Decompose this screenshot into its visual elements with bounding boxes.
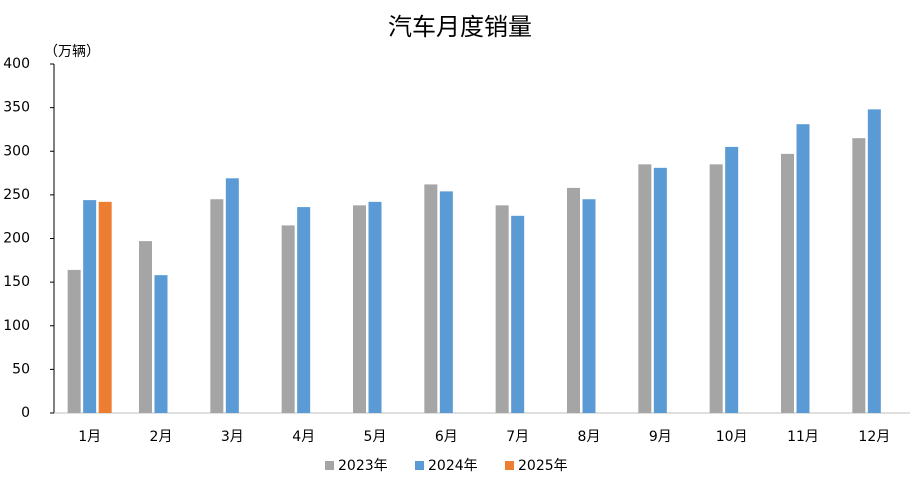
y-tick-label: 150 (3, 274, 30, 290)
x-tick-label: 8月 (578, 429, 601, 445)
y-tick-label: 300 (3, 143, 30, 159)
bar (210, 199, 224, 413)
x-tick-label: 5月 (364, 429, 387, 445)
legend-swatch (325, 461, 334, 470)
bar (83, 200, 97, 413)
bar (638, 164, 652, 413)
bar (781, 153, 794, 413)
legend-label: 2024年 (428, 458, 478, 474)
y-tick-label: 100 (3, 318, 30, 334)
bar (725, 146, 739, 413)
y-tick-label: 250 (3, 187, 30, 203)
y-tick-label: 350 (3, 100, 30, 116)
bar (281, 225, 295, 413)
x-tick-label: 1月 (78, 429, 101, 445)
bar (424, 184, 438, 413)
x-tick-label: 12月 (858, 429, 890, 445)
bar (297, 207, 311, 413)
bar (511, 215, 525, 413)
bar (709, 164, 723, 413)
x-tick-label: 7月 (506, 429, 529, 445)
bar (368, 201, 382, 413)
bar (439, 191, 453, 413)
bar (852, 138, 866, 413)
y-tick-label: 200 (3, 231, 30, 247)
bar (225, 178, 239, 413)
x-tick-label: 10月 (716, 429, 748, 445)
bar (139, 241, 152, 413)
bar (98, 201, 112, 413)
x-tick-label: 2月 (150, 429, 173, 445)
legend-label: 2025年 (518, 458, 568, 474)
bar (67, 269, 81, 413)
bar (582, 199, 596, 413)
bar (796, 124, 810, 413)
x-tick-label: 9月 (649, 429, 672, 445)
legend-label: 2023年 (338, 458, 388, 474)
x-tick-label: 6月 (435, 429, 458, 445)
bar (154, 275, 168, 413)
legend-swatch (505, 461, 514, 470)
chart-title: 汽车月度销量 (388, 13, 532, 41)
legend-swatch (415, 461, 424, 470)
bar (653, 167, 667, 413)
x-tick-label: 11月 (787, 429, 819, 445)
bar (567, 187, 580, 413)
bar (867, 109, 881, 414)
bar (495, 205, 509, 413)
y-tick-label: 50 (12, 361, 30, 377)
x-tick-label: 3月 (221, 429, 244, 445)
x-tick-label: 4月 (292, 429, 315, 445)
y-unit: （万辆） (44, 44, 100, 60)
y-tick-label: 400 (3, 56, 30, 72)
bar (353, 205, 366, 413)
y-tick-label: 0 (21, 405, 30, 421)
